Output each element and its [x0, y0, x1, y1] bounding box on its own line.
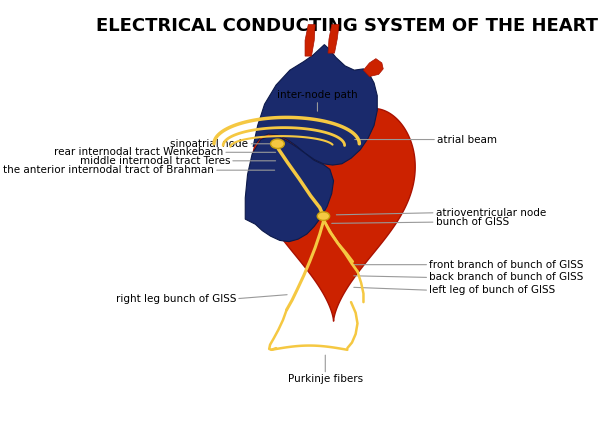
Polygon shape: [364, 59, 383, 76]
Text: middle internodal tract Teres: middle internodal tract Teres: [80, 156, 230, 166]
Ellipse shape: [271, 139, 284, 148]
Text: atrial beam: atrial beam: [437, 135, 497, 145]
Text: rear internodal tract Wenkebach: rear internodal tract Wenkebach: [54, 147, 223, 157]
Text: right leg bunch of GISS: right leg bunch of GISS: [116, 294, 236, 304]
Text: front branch of bunch of GISS: front branch of bunch of GISS: [429, 260, 584, 270]
Polygon shape: [328, 25, 339, 53]
Text: atrioventricular node: atrioventricular node: [436, 208, 546, 218]
Text: left leg of bunch of GISS: left leg of bunch of GISS: [429, 285, 556, 295]
Text: the anterior internodal tract of Brahman: the anterior internodal tract of Brahman: [3, 165, 214, 175]
Text: ELECTRICAL CONDUCTING SYSTEM OF THE HEART: ELECTRICAL CONDUCTING SYSTEM OF THE HEAR…: [97, 17, 598, 35]
Text: sinoatrial node: sinoatrial node: [170, 139, 248, 149]
Ellipse shape: [317, 212, 329, 220]
Polygon shape: [252, 108, 415, 321]
Polygon shape: [245, 136, 334, 242]
Polygon shape: [305, 25, 315, 56]
Text: back branch of bunch of GISS: back branch of bunch of GISS: [429, 273, 584, 283]
Text: bunch of GISS: bunch of GISS: [436, 217, 509, 227]
Polygon shape: [253, 45, 377, 165]
Text: Purkinje fibers: Purkinje fibers: [288, 375, 363, 385]
Text: inter-node path: inter-node path: [277, 90, 358, 100]
